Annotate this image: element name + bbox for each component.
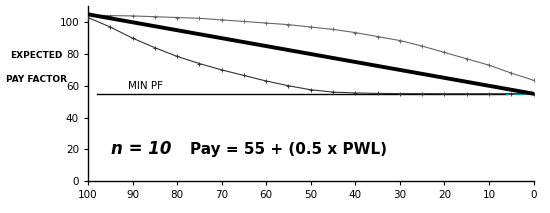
Text: n = 10: n = 10 xyxy=(111,140,172,158)
Text: Pay = 55 + (0.5 x PWL): Pay = 55 + (0.5 x PWL) xyxy=(190,142,387,157)
Text: EXPECTED: EXPECTED xyxy=(10,51,63,60)
Text: MIN PF: MIN PF xyxy=(128,81,163,91)
Text: PAY FACTOR: PAY FACTOR xyxy=(6,75,67,84)
